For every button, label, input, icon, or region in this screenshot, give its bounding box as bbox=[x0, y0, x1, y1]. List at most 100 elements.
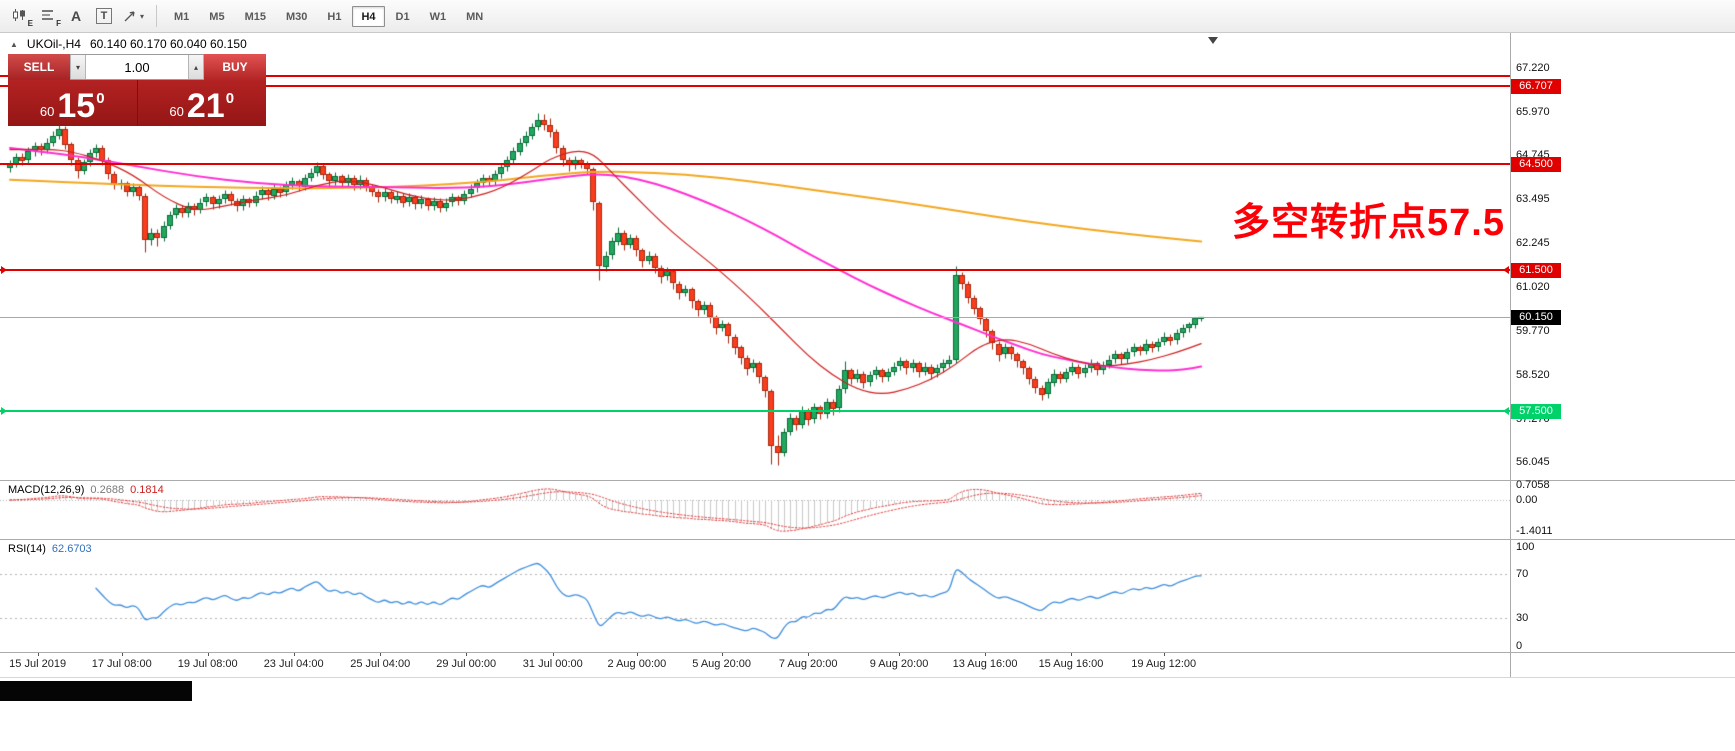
bid-price-badge: 60.150 bbox=[1511, 310, 1561, 326]
rsi-indicator-label: RSI(14) 62.6703 bbox=[8, 543, 92, 555]
price-line-badge: 66.707 bbox=[1511, 78, 1561, 94]
time-tick-mark bbox=[1164, 652, 1165, 656]
timeframe-h4-button[interactable]: H4 bbox=[352, 5, 385, 27]
horizontal-line-66.707[interactable] bbox=[0, 84, 1510, 87]
timeframe-w1-button[interactable]: W1 bbox=[429, 10, 447, 23]
buy-price-pips: 21 bbox=[186, 87, 225, 125]
sell-price-point: 0 bbox=[96, 90, 105, 107]
price-tick-label: 63.495 bbox=[1516, 193, 1550, 206]
price-tick-label: 65.970 bbox=[1516, 105, 1550, 118]
timeframe-m30-button[interactable]: M30 bbox=[285, 10, 308, 23]
price-tick-label: 59.770 bbox=[1516, 324, 1550, 337]
time-tick-label: 15 Jul 2019 bbox=[9, 658, 67, 670]
time-tick-mark bbox=[38, 652, 39, 656]
line-edge-arrow-left bbox=[1, 406, 7, 415]
price-tick-label: 62.245 bbox=[1516, 237, 1550, 250]
horizontal-line-64.500[interactable] bbox=[0, 162, 1510, 165]
font-tool-button[interactable]: A bbox=[62, 3, 90, 29]
price-tick-label: 56.045 bbox=[1516, 455, 1550, 468]
chevron-down-icon: ▾ bbox=[140, 11, 145, 21]
buy-price-point: 0 bbox=[225, 90, 235, 107]
macd-axis-label: -1.4011 bbox=[1516, 525, 1553, 538]
chart-type-letter: E bbox=[27, 19, 33, 28]
price-tick-label: 58.520 bbox=[1516, 368, 1550, 381]
volume-decrement-button[interactable]: ▾ bbox=[70, 55, 86, 79]
time-tick-mark bbox=[553, 652, 554, 656]
buy-price-button[interactable]: 60 21 0 bbox=[137, 80, 266, 126]
one-click-trading-panel: SELL ▾ 1.00 ▴ BUY 60 15 0 60 21 0 bbox=[8, 54, 266, 126]
rsi-canvas[interactable] bbox=[0, 540, 1510, 652]
font-a-icon: A bbox=[70, 8, 82, 24]
sell-price-button[interactable]: 60 15 0 bbox=[8, 80, 137, 126]
time-tick-label: 17 Jul 08:00 bbox=[91, 658, 152, 670]
time-tick-mark bbox=[808, 652, 809, 656]
time-tick-mark bbox=[985, 652, 986, 656]
buy-button[interactable]: BUY bbox=[204, 54, 266, 80]
volume-increment-button[interactable]: ▴ bbox=[188, 55, 204, 79]
drawing-tools-button[interactable]: ▾ bbox=[118, 3, 149, 29]
sell-button[interactable]: SELL bbox=[8, 54, 70, 80]
price-line-badge: 57.500 bbox=[1511, 403, 1561, 419]
macd-axis-label: 0.00 bbox=[1516, 494, 1538, 506]
macd-name: MACD(12,26,9) bbox=[8, 484, 85, 496]
timeframe-m5-button[interactable]: M5 bbox=[209, 10, 225, 23]
line-edge-arrow-left bbox=[1, 265, 7, 274]
time-tick-label: 19 Jul 08:00 bbox=[177, 658, 238, 670]
panel-separator bbox=[0, 652, 1735, 653]
panel-separator bbox=[0, 480, 1735, 481]
time-tick-label: 5 Aug 20:00 bbox=[692, 658, 751, 670]
rsi-axis-label: 70 bbox=[1516, 567, 1529, 580]
macd-canvas[interactable] bbox=[0, 481, 1510, 538]
horizontal-line-57.500[interactable] bbox=[0, 409, 1510, 412]
time-tick-mark bbox=[380, 652, 381, 656]
macd-signal-value: 0.1814 bbox=[130, 484, 164, 496]
volume-input[interactable]: 1.00 bbox=[124, 59, 150, 75]
price-tick-label: 67.220 bbox=[1516, 61, 1550, 74]
sell-price-integer: 60 bbox=[39, 104, 55, 119]
timeframe-m15-button[interactable]: M15 bbox=[244, 10, 266, 23]
horizontal-line-61.500[interactable] bbox=[0, 268, 1510, 271]
timeframe-mn-button[interactable]: MN bbox=[466, 10, 484, 23]
chart-type-button[interactable]: E bbox=[6, 3, 34, 29]
time-tick-label: 29 Jul 00:00 bbox=[436, 658, 497, 670]
horizontal-line-67[interactable] bbox=[0, 74, 1510, 77]
chart-symbol-period: UKOil-,H4 bbox=[26, 37, 81, 51]
buy-price-integer: 60 bbox=[169, 104, 184, 119]
list-icon bbox=[42, 10, 53, 20]
trendline-icon bbox=[124, 10, 135, 21]
chart-shift-marker[interactable] bbox=[1208, 37, 1218, 44]
macd-main-value: 0.2688 bbox=[90, 484, 125, 496]
time-tick-mark bbox=[208, 652, 209, 656]
rsi-axis-label: 100 bbox=[1516, 541, 1535, 553]
line-edge-arrow-right bbox=[1503, 406, 1509, 415]
time-tick-label: 13 Aug 16:00 bbox=[952, 658, 1018, 670]
time-tick-mark bbox=[122, 652, 123, 656]
chart-title: ▲ UKOil-,H4 60.140 60.170 60.040 60.150 bbox=[10, 37, 247, 51]
time-tick-mark bbox=[722, 652, 723, 656]
price-line-badge: 61.500 bbox=[1511, 262, 1561, 278]
time-tick-label: 9 Aug 20:00 bbox=[869, 658, 929, 670]
time-tick-label: 31 Jul 00:00 bbox=[522, 658, 583, 670]
time-tick-label: 19 Aug 12:00 bbox=[1131, 658, 1197, 670]
rsi-value: 62.6703 bbox=[51, 543, 92, 555]
price-axis-separator bbox=[1510, 33, 1511, 677]
profile-letter: F bbox=[56, 19, 61, 28]
text-tool-button[interactable]: T bbox=[90, 3, 118, 29]
timeframe-h1-button[interactable]: H1 bbox=[327, 10, 342, 23]
candlestick-chart-icon bbox=[13, 9, 25, 21]
price-line-badge: 64.500 bbox=[1511, 156, 1561, 172]
time-tick-mark bbox=[294, 652, 295, 656]
profile-button[interactable]: F bbox=[34, 3, 62, 29]
chart-annotation-text: 多空转折点57.5 bbox=[1232, 202, 1505, 244]
rsi-name: RSI(14) bbox=[8, 543, 46, 555]
time-tick-label: 23 Jul 04:00 bbox=[263, 658, 324, 670]
rsi-axis-label: 30 bbox=[1516, 612, 1529, 625]
time-tick-mark bbox=[466, 652, 467, 656]
time-tick-label: 15 Aug 16:00 bbox=[1038, 658, 1104, 670]
time-tick-label: 2 Aug 00:00 bbox=[607, 658, 667, 670]
time-tick-mark bbox=[899, 652, 900, 656]
one-click-collapse-button[interactable]: ▲ bbox=[10, 39, 18, 49]
price-tick-label: 61.020 bbox=[1516, 280, 1550, 293]
timeframe-d1-button[interactable]: D1 bbox=[395, 10, 410, 23]
timeframe-m1-button[interactable]: M1 bbox=[174, 10, 190, 23]
